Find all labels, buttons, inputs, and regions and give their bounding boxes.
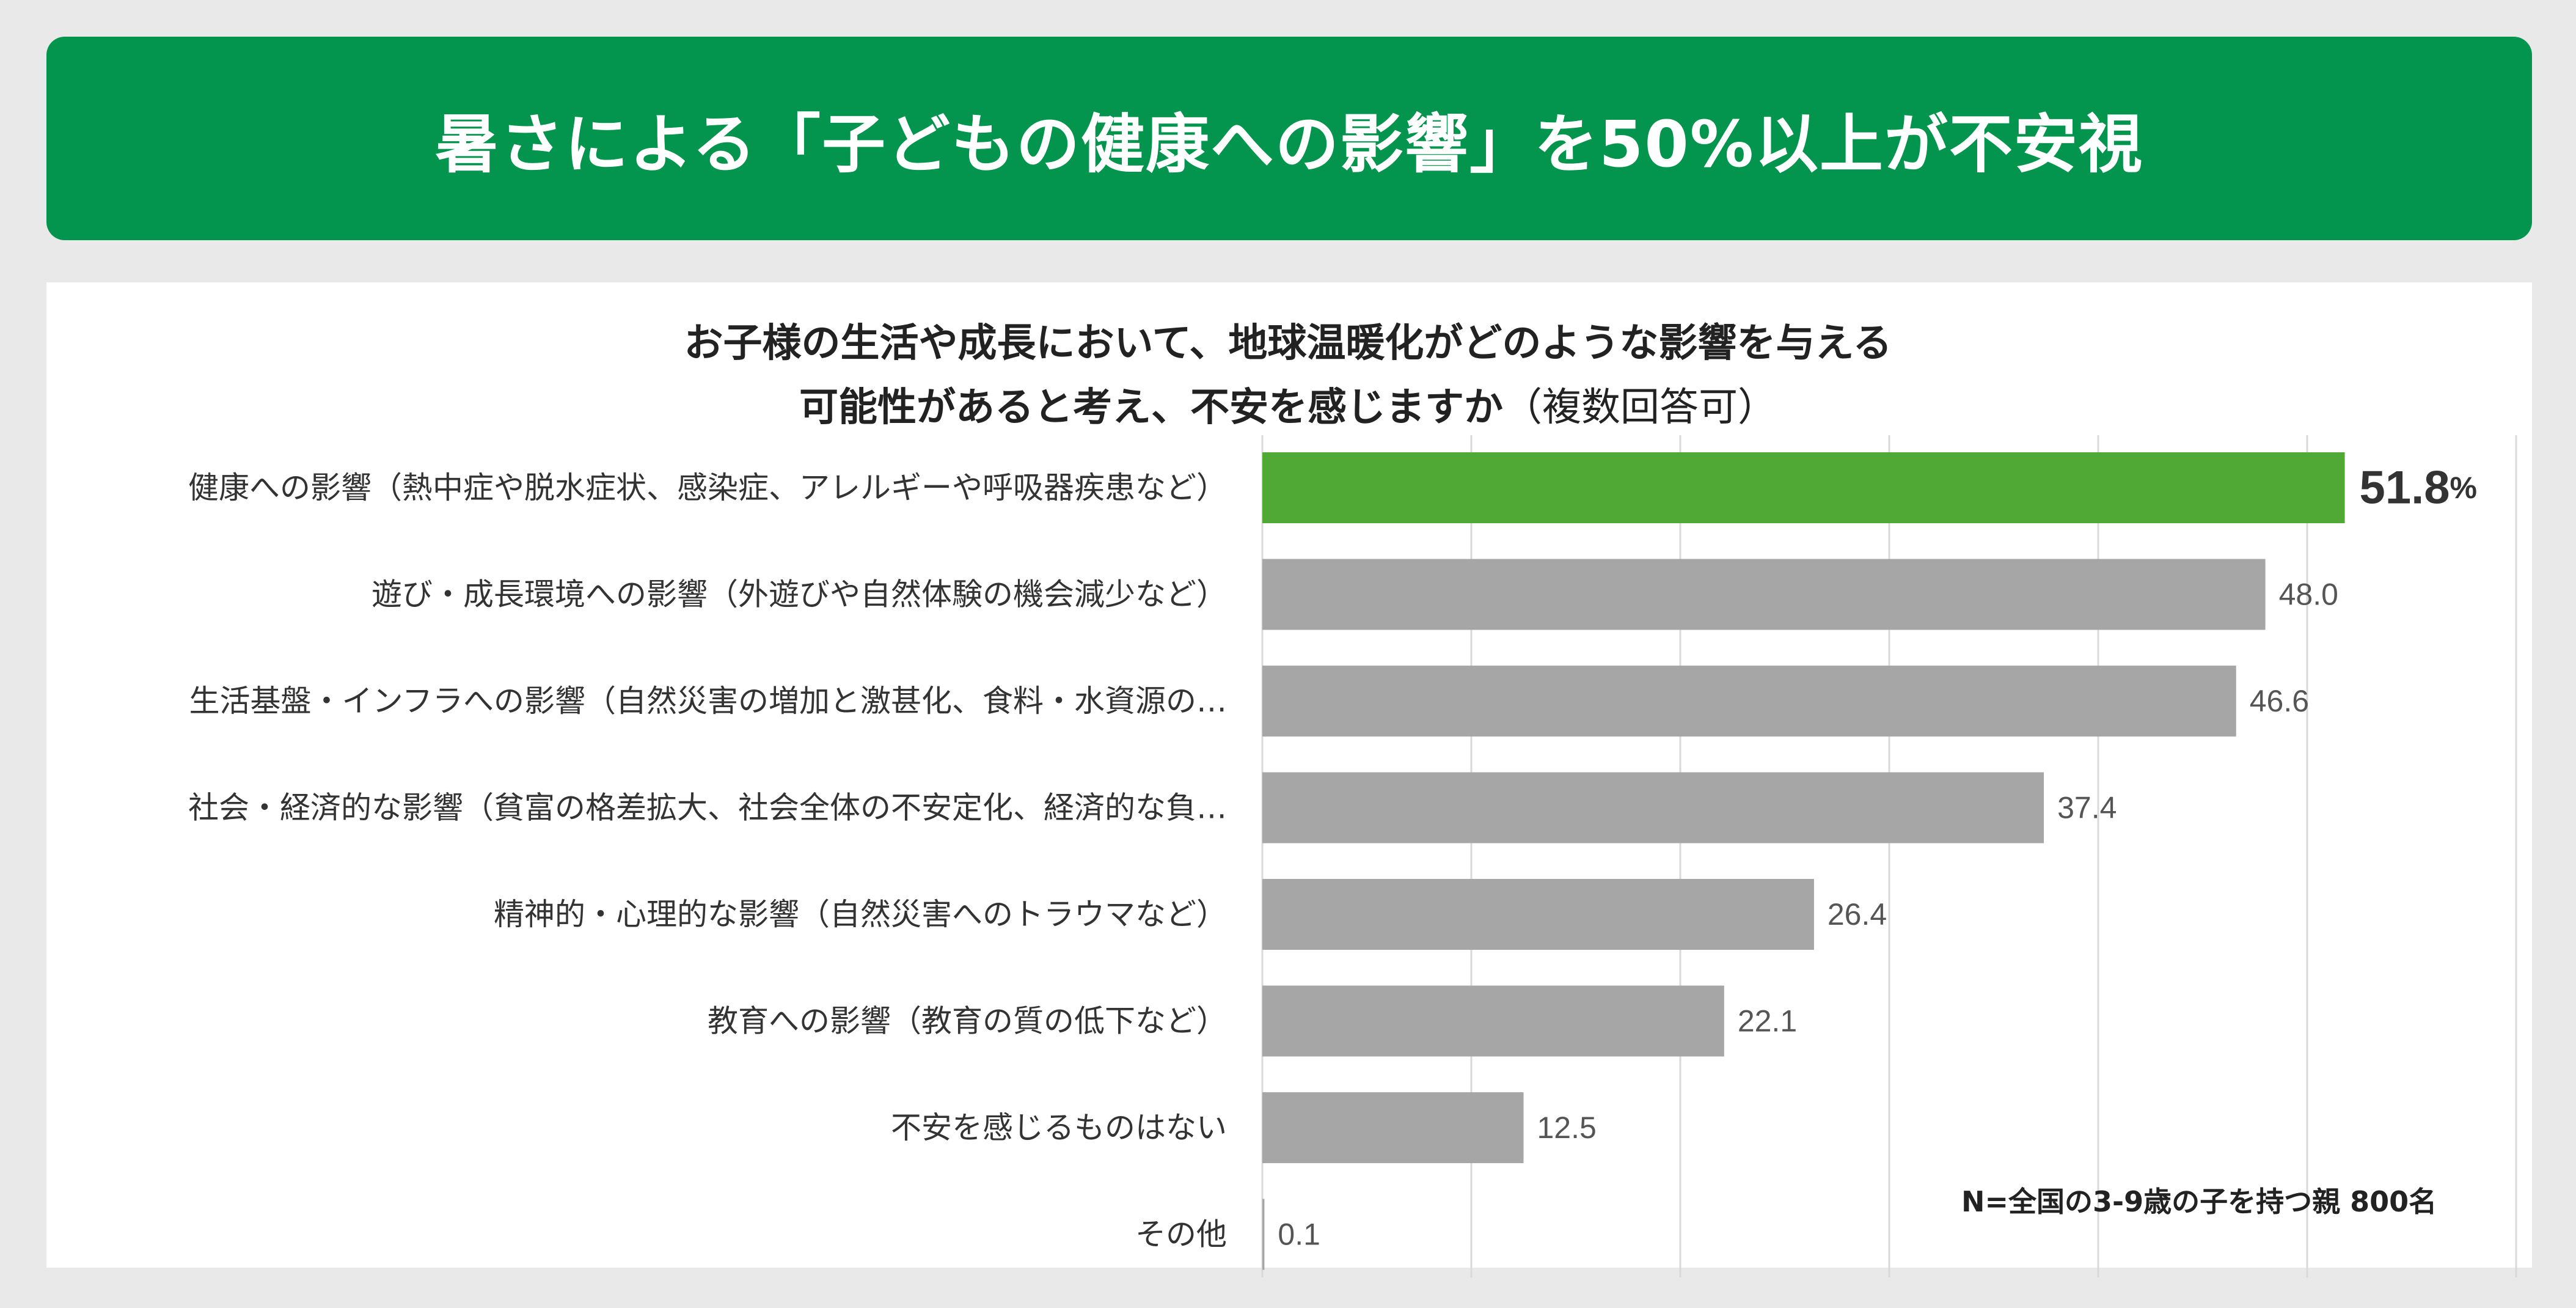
chart-title-line-1: お子様の生活や成長において、地球温暖化がどのような影響を与える (684, 321, 1892, 366)
category-label: 健康への影響（熱中症や脱水症状、感染症、アレルギーや呼吸器疾患など） (188, 470, 1227, 505)
headline-title: 暑さによる「子どもの健康への影響」を50%以上が不安視 (435, 107, 2143, 182)
category-label: 教育への影響（教育の質の低下など） (708, 1004, 1227, 1039)
category-label: 生活基盤・インフラへの影響（自然災害の増加と激甚化、食料・水資源の… (189, 683, 1228, 719)
bar (1262, 1199, 1265, 1270)
chart-title-note: （複数回答可） (1503, 385, 1777, 430)
data-label: 48.0 (2279, 578, 2338, 612)
bar (1262, 772, 2044, 843)
category-label: 社会・経済的な影響（貧富の格差拡大、社会全体の不安定化、経済的な負… (188, 790, 1227, 826)
data-label: 26.4 (1828, 897, 1887, 931)
headline-banner: 暑さによる「子どもの健康への影響」を50%以上が不安視 (46, 37, 2532, 240)
data-label: 37.4 (2057, 791, 2117, 825)
data-label: 0.1 (1278, 1218, 1320, 1252)
data-label: 12.5 (1537, 1111, 1597, 1145)
bar (1262, 559, 2266, 630)
bar (1262, 985, 1724, 1057)
category-label: 精神的・心理的な影響（自然災害へのトラウマなど） (494, 897, 1227, 932)
data-label: 46.6 (2250, 684, 2309, 718)
category-label: 不安を感じるものはない (891, 1110, 1227, 1145)
bar (1262, 879, 1814, 950)
data-label-unit: % (2450, 471, 2476, 505)
sample-size-note: N=全国の3-9歳の子を持つ親 800名 (1961, 1185, 2437, 1218)
bar (1262, 1092, 1524, 1163)
category-label: 遊び・成長環境への影響（外遊びや自然体験の機会減少など） (371, 577, 1227, 612)
chart-title-main: 可能性があると考え、不安を感じますか (799, 385, 1503, 430)
bar (1262, 452, 2345, 523)
data-label: 51.8% (2360, 462, 2477, 514)
data-label: 22.1 (1738, 1004, 1797, 1038)
bar (1262, 666, 2236, 737)
category-label: その他 (1135, 1217, 1227, 1252)
chart-title-line-2: 可能性があると考え、不安を感じますか（複数回答可） (0, 376, 2576, 432)
